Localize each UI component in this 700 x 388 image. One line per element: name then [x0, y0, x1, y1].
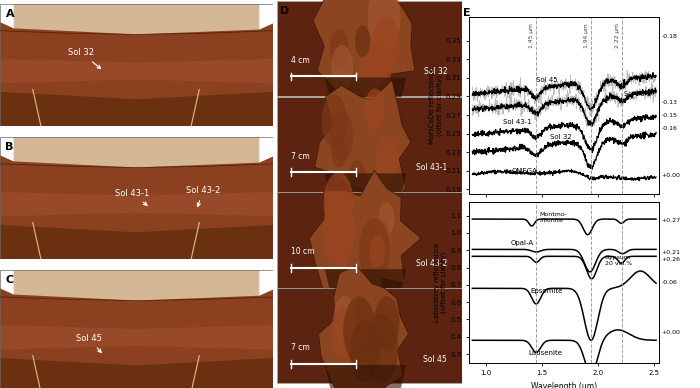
Circle shape	[365, 314, 398, 383]
Circle shape	[375, 136, 398, 184]
Text: -0.13: -0.13	[662, 100, 678, 106]
Text: E: E	[463, 8, 471, 18]
Text: +0.27: +0.27	[662, 218, 681, 223]
Circle shape	[370, 235, 385, 267]
X-axis label: Wavelength (μm): Wavelength (μm)	[531, 382, 597, 388]
Text: OMEGA: OMEGA	[512, 168, 538, 173]
Polygon shape	[0, 59, 273, 83]
Text: 2.22 μm: 2.22 μm	[615, 23, 620, 48]
Text: 7 cm: 7 cm	[291, 152, 310, 161]
Polygon shape	[0, 225, 273, 259]
Circle shape	[358, 40, 391, 108]
Circle shape	[331, 45, 353, 91]
Text: Sol 43-1: Sol 43-1	[416, 163, 447, 172]
Circle shape	[365, 88, 385, 131]
Circle shape	[331, 308, 356, 359]
Bar	[276, 1, 462, 96]
Polygon shape	[0, 358, 273, 388]
Circle shape	[331, 135, 347, 168]
Text: Sol 45: Sol 45	[536, 76, 558, 83]
Circle shape	[343, 296, 376, 364]
Circle shape	[374, 296, 400, 350]
Text: Sol 43-1: Sol 43-1	[503, 120, 531, 125]
Text: Gypsum
20 vol.%: Gypsum 20 vol.%	[605, 255, 632, 266]
Polygon shape	[309, 170, 421, 308]
Text: 7 cm: 7 cm	[291, 343, 310, 352]
Y-axis label: MarsCoDe reflectance
(offset for clarity): MarsCoDe reflectance (offset for clarity…	[429, 68, 443, 144]
Polygon shape	[14, 137, 260, 171]
Polygon shape	[0, 155, 273, 259]
Text: B: B	[6, 142, 14, 152]
Text: -0.16: -0.16	[662, 126, 678, 130]
Polygon shape	[0, 192, 273, 217]
Text: +0.26: +0.26	[662, 257, 680, 262]
Circle shape	[321, 95, 346, 147]
Polygon shape	[325, 365, 406, 388]
Text: 1.45 μm: 1.45 μm	[529, 23, 534, 48]
Circle shape	[323, 199, 355, 266]
Text: Epsomite: Epsomite	[531, 288, 563, 294]
Text: 10 cm: 10 cm	[291, 248, 315, 256]
Bar	[276, 97, 462, 192]
Circle shape	[368, 0, 400, 52]
Polygon shape	[318, 265, 409, 388]
Text: +0.00: +0.00	[662, 173, 680, 178]
Text: Sol 32: Sol 32	[550, 134, 571, 140]
Text: A: A	[6, 9, 14, 19]
Text: +0.21: +0.21	[662, 250, 680, 255]
Bar	[276, 192, 462, 288]
Text: Sol 45: Sol 45	[424, 355, 447, 364]
Text: Sol 32: Sol 32	[69, 48, 101, 69]
Text: +0.00: +0.00	[662, 329, 680, 334]
Circle shape	[333, 296, 355, 341]
Polygon shape	[14, 270, 260, 304]
Circle shape	[364, 217, 391, 272]
Text: Sol 43-2: Sol 43-2	[186, 186, 220, 206]
Polygon shape	[0, 325, 273, 350]
Circle shape	[350, 319, 380, 382]
Circle shape	[359, 218, 390, 284]
Polygon shape	[14, 4, 260, 38]
Circle shape	[372, 16, 400, 73]
Circle shape	[323, 172, 354, 235]
Text: Opal-A: Opal-A	[510, 240, 533, 246]
Y-axis label: Laboratory reflectance
(offset for clarity): Laboratory reflectance (offset for clari…	[434, 242, 447, 322]
Polygon shape	[325, 78, 406, 109]
Text: C: C	[6, 275, 13, 285]
Circle shape	[347, 160, 367, 201]
Circle shape	[330, 29, 349, 68]
Text: Lausenite: Lausenite	[528, 350, 562, 356]
Text: Sol 43-2: Sol 43-2	[624, 90, 651, 97]
Text: Sol 45: Sol 45	[76, 334, 102, 353]
Circle shape	[355, 25, 370, 57]
Text: D: D	[280, 6, 290, 16]
Text: Montmo-
rillonite: Montmo- rillonite	[540, 212, 568, 223]
Circle shape	[330, 111, 354, 161]
Text: Sol 32: Sol 32	[424, 68, 447, 76]
Polygon shape	[325, 269, 406, 300]
Polygon shape	[0, 288, 273, 388]
Text: -0.15: -0.15	[662, 113, 678, 118]
Circle shape	[379, 202, 395, 235]
Text: Sol 43-1: Sol 43-1	[115, 189, 149, 205]
Bar	[276, 288, 462, 383]
Polygon shape	[0, 92, 273, 126]
Polygon shape	[325, 173, 406, 204]
Text: 1.94 μm: 1.94 μm	[584, 23, 589, 48]
Text: Sol 43-2: Sol 43-2	[416, 259, 447, 268]
Polygon shape	[0, 22, 273, 126]
Text: -0.18: -0.18	[662, 33, 678, 38]
Polygon shape	[315, 80, 411, 208]
Text: 4 cm: 4 cm	[291, 56, 310, 65]
Text: -0.06: -0.06	[662, 280, 678, 285]
Polygon shape	[313, 0, 415, 120]
